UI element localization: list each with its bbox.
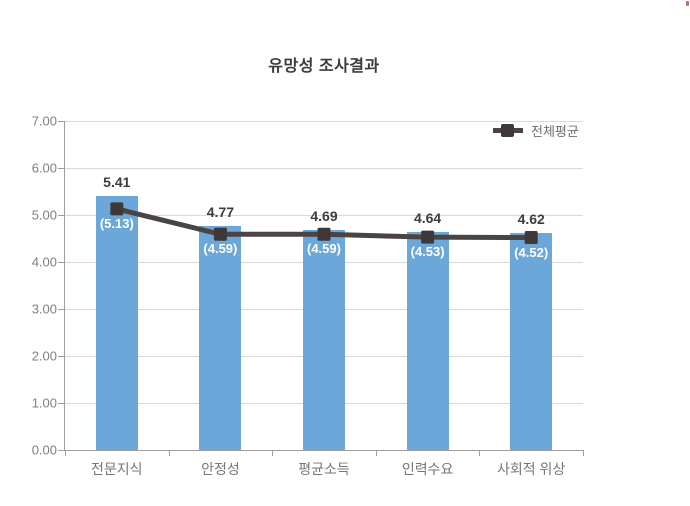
- y-axis-tick: [58, 356, 64, 357]
- bar: [95, 195, 138, 450]
- bar: [510, 232, 553, 450]
- category-label: 안정성: [201, 461, 240, 477]
- category-label: 전문지식: [91, 461, 143, 477]
- x-axis-line: [64, 450, 583, 451]
- x-axis-tick: [375, 450, 377, 456]
- legend-label: 전체평균: [531, 123, 579, 139]
- screen-artifact-dot: [686, 1, 689, 6]
- gridline: [65, 121, 583, 122]
- bar: [406, 231, 449, 450]
- category-label: 인력수요: [401, 461, 454, 477]
- bar-value-label: 4.64: [413, 209, 442, 226]
- y-axis-label: 3.00: [31, 301, 57, 317]
- x-axis-tick: [479, 450, 481, 456]
- line-point-label: (4.59): [203, 241, 238, 257]
- bar-value-label: 4.77: [206, 203, 235, 220]
- y-axis-label: 2.00: [31, 348, 57, 364]
- plot-area: 7.00 6.00 5.00 4.00 3.00 2.00 1.00 0.00 5.41 전문지식…: [32, 114, 584, 477]
- legend-line-marker-icon: [493, 123, 523, 137]
- x-axis-tick: [65, 450, 66, 456]
- y-axis-tick: [58, 121, 64, 122]
- x-axis-tick: [583, 450, 584, 456]
- x-axis-tick: [272, 450, 274, 456]
- y-axis-label: 4.00: [31, 254, 57, 270]
- y-axis-label: 7.00: [31, 113, 57, 129]
- bar-value-label: 4.69: [310, 207, 338, 224]
- y-axis-tick: [58, 262, 64, 263]
- line-point-label: (4.53): [410, 244, 445, 260]
- y-axis-tick: [58, 309, 64, 310]
- y-axis-tick: [58, 215, 64, 216]
- category-label: 평균소득: [298, 461, 350, 477]
- line-point-label: (4.52): [514, 244, 549, 260]
- y-axis-label: 0.00: [31, 442, 57, 458]
- y-axis-label: 1.00: [31, 395, 57, 411]
- category-label: 사회적 위상: [497, 461, 566, 477]
- line-point-label: (5.13): [99, 215, 134, 231]
- y-axis-line: [64, 121, 65, 450]
- y-axis-label: 6.00: [31, 160, 57, 176]
- chart-title: 유망성 조사결과: [268, 58, 380, 75]
- bar-value-label: 5.41: [103, 173, 131, 190]
- y-axis-tick: [58, 168, 64, 169]
- y-axis-tick: [58, 450, 64, 451]
- gridline: [65, 168, 583, 169]
- bar: [199, 225, 242, 450]
- line-point-label: (4.59): [307, 241, 341, 257]
- x-axis-tick: [168, 450, 170, 456]
- y-axis-tick: [58, 403, 64, 404]
- legend-square-icon: [501, 123, 514, 137]
- bar-value-label: 4.62: [517, 210, 545, 227]
- y-axis-label: 5.00: [31, 207, 57, 223]
- legend: 전체평균: [493, 122, 579, 139]
- bar: [303, 229, 345, 450]
